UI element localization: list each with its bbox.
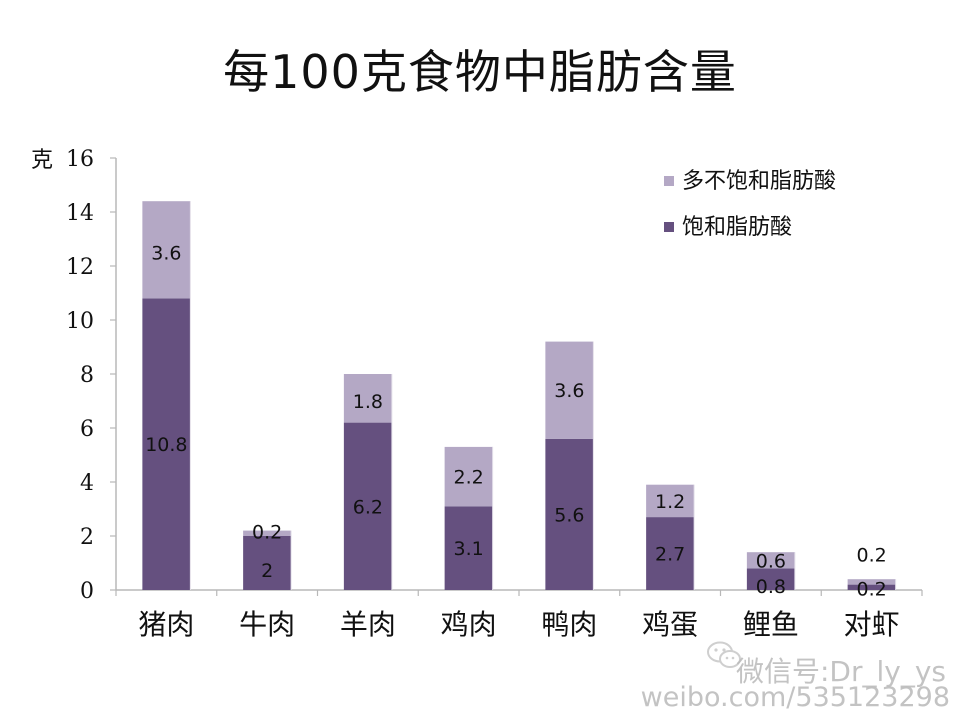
data-label-polyunsaturated-2: 0.2 — [252, 521, 282, 543]
y-tick-label: 8 — [80, 363, 94, 388]
bar-saturated-4 — [444, 506, 493, 590]
bar-polyunsaturated-4 — [444, 446, 493, 507]
bar-saturated-1 — [142, 298, 191, 590]
chart-title: 每100克食物中脂肪含量 — [223, 45, 737, 99]
legend-swatch-polyunsaturated — [664, 176, 674, 186]
legend-label-saturated: 饱和脂肪酸 — [682, 215, 792, 240]
bar-polyunsaturated-7 — [746, 552, 795, 569]
bar-saturated-3 — [343, 422, 392, 590]
x-category-label: 牛肉 — [239, 608, 295, 641]
bar-saturated-5 — [545, 438, 594, 590]
bar-polyunsaturated-6 — [646, 484, 695, 518]
x-category-label: 对虾 — [844, 608, 900, 641]
wechat-icon — [707, 641, 741, 668]
bar-polyunsaturated-8 — [847, 579, 896, 585]
data-label-saturated-1: 10.8 — [145, 434, 187, 456]
bar-polyunsaturated-2 — [243, 530, 292, 536]
x-category-label: 鲤鱼 — [743, 608, 799, 641]
y-tick-label: 0 — [80, 579, 94, 604]
x-category-label: 鸡蛋 — [642, 608, 698, 641]
data-label-saturated-3: 6.2 — [353, 496, 383, 518]
data-label-polyunsaturated-7: 0.6 — [756, 550, 786, 572]
x-category-label: 鸡肉 — [441, 608, 497, 641]
x-category-label: 羊肉 — [340, 608, 396, 641]
legend-swatch-saturated — [664, 222, 674, 232]
data-label-saturated-6: 2.7 — [655, 544, 685, 566]
data-label-polyunsaturated-5: 3.6 — [554, 380, 584, 402]
y-axis-label: 克 — [31, 148, 53, 173]
data-label-saturated-4: 3.1 — [454, 538, 484, 560]
bar-polyunsaturated-3 — [343, 374, 392, 423]
y-tick-label: 12 — [66, 255, 94, 280]
y-tick-label: 16 — [66, 147, 94, 172]
data-label-saturated-2: 2 — [261, 560, 273, 582]
bar-saturated-6 — [646, 517, 695, 590]
x-category-label: 鸭肉 — [541, 608, 597, 641]
watermark-wechat-id: 微信号:Dr_ly_ys — [735, 655, 946, 688]
data-label-polyunsaturated-8: 0.2 — [857, 544, 887, 566]
y-tick-label: 4 — [80, 471, 94, 496]
data-label-polyunsaturated-3: 1.8 — [353, 391, 383, 413]
watermark-weibo-url: weibo.com/535123298 — [640, 682, 950, 713]
bar-saturated-7 — [746, 568, 795, 590]
legend-label-polyunsaturated: 多不饱和脂肪酸 — [682, 169, 836, 194]
data-label-saturated-7: 0.8 — [756, 576, 786, 598]
bar-polyunsaturated-5 — [545, 341, 594, 439]
y-tick-label: 6 — [80, 417, 94, 442]
data-label-polyunsaturated-4: 2.2 — [454, 467, 484, 489]
y-tick-label: 10 — [66, 309, 94, 334]
data-label-polyunsaturated-1: 3.6 — [151, 243, 181, 265]
x-category-label: 猪肉 — [138, 608, 194, 641]
data-label-saturated-5: 5.6 — [554, 504, 584, 526]
y-tick-label: 14 — [66, 201, 94, 226]
bar-saturated-8 — [847, 584, 896, 590]
data-label-polyunsaturated-6: 1.2 — [655, 491, 685, 513]
bar-polyunsaturated-1 — [142, 201, 191, 299]
y-tick-label: 2 — [80, 525, 94, 550]
data-label-saturated-8: 0.2 — [857, 578, 887, 600]
bar-saturated-2 — [243, 536, 292, 590]
